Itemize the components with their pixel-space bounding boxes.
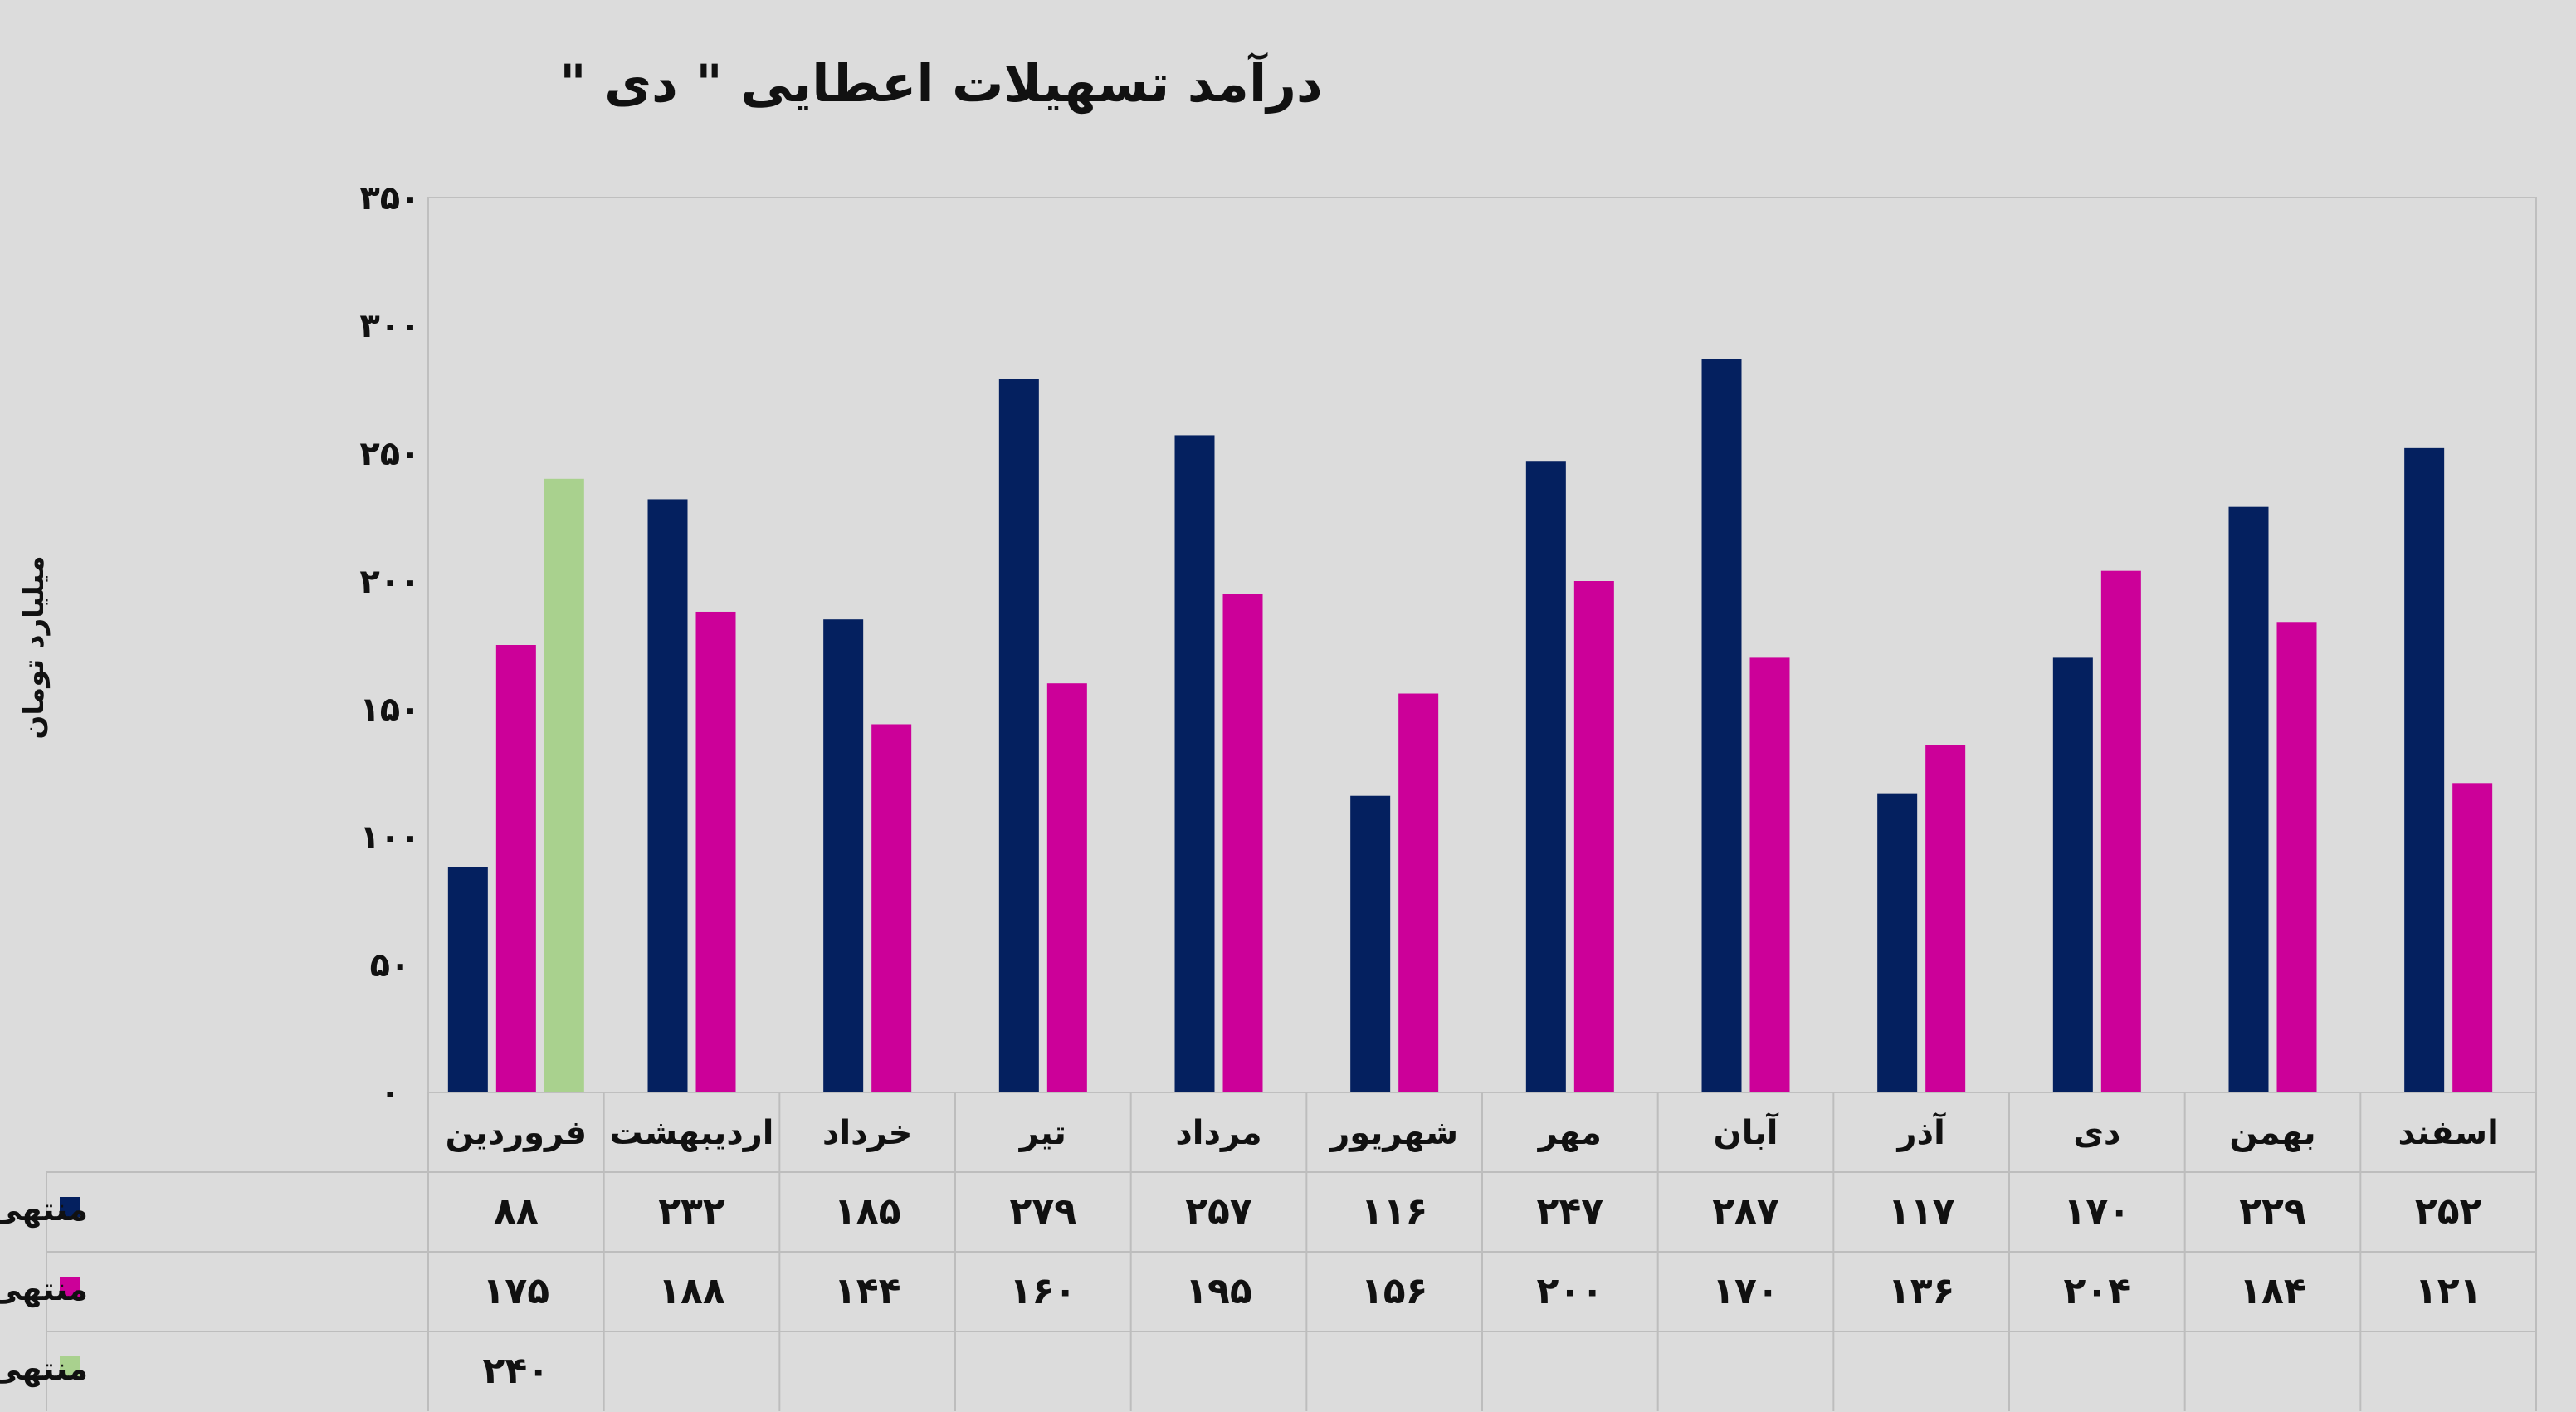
data-label-2-2: ۱۸۸ (658, 1270, 725, 1312)
data-label-2-11: ۱۸۴ (2239, 1270, 2306, 1312)
bar-2-8 (1749, 657, 1790, 1092)
y-tick-label: ۲۵۰ (359, 435, 420, 473)
bar-1-10 (2052, 657, 2093, 1092)
bar-1-5 (1174, 435, 1215, 1092)
data-label-1-2: ۲۳۲ (658, 1190, 725, 1233)
data-label-1-5: ۲۵۷ (1185, 1190, 1252, 1233)
legend-swatch-3 (60, 1356, 80, 1376)
bar-2-5 (1222, 594, 1263, 1092)
bar-2-7 (1573, 581, 1614, 1092)
bar-3-1 (544, 478, 584, 1092)
data-label-2-1: ۱۷۵ (483, 1270, 550, 1312)
bar-1-7 (1525, 461, 1566, 1092)
data-label-1-12: ۲۵۲ (2415, 1190, 2482, 1233)
bar-2-12 (2452, 783, 2493, 1092)
bar-2-1 (495, 645, 536, 1092)
data-label-2-5: ۱۹۵ (1185, 1270, 1252, 1312)
y-tick-label: ۵۰ (370, 946, 411, 984)
bar-2-3 (871, 724, 912, 1092)
y-tick-label: ۳۰۰ (359, 307, 420, 345)
plot-area: ۰ ۵۰ ۱۰۰ ۱۵۰ ۲۰۰ ۲۵۰ ۳۰۰ ۳۵۰ (359, 179, 2537, 1112)
bar-2-9 (1925, 745, 1966, 1092)
data-label-2-4: ۱۶۰ (1010, 1270, 1077, 1312)
data-label-2-12: ۱۲۱ (2415, 1270, 2482, 1312)
bar-1-11 (2228, 506, 2269, 1092)
legend-label-3: منتهی به اسفندماه ۱۴۰۳ (0, 1351, 88, 1387)
bar-1-4 (998, 379, 1039, 1092)
data-label-1-8: ۲۸۷ (1712, 1190, 1779, 1233)
bar-1-12 (2404, 447, 2445, 1092)
data-label-2-10: ۲۰۴ (2064, 1270, 2131, 1312)
y-tick-label: ۰ (380, 1074, 400, 1112)
bar-1-9 (1877, 793, 1918, 1092)
bar-2-11 (2276, 622, 2317, 1092)
legend-swatch-2 (60, 1277, 80, 1297)
data-label-2-6: ۱۵۶ (1361, 1270, 1428, 1312)
bar-2-6 (1398, 693, 1439, 1092)
x-tick-label: بهمن (2229, 1114, 2315, 1152)
bar-1-1 (447, 867, 488, 1092)
x-tick-label: خرداد (822, 1114, 912, 1152)
bar-1-2 (647, 499, 688, 1092)
x-tick-label: مهر (1537, 1114, 1602, 1152)
y-tick-label: ۲۰۰ (359, 563, 420, 601)
x-tick-label: آبان (1714, 1112, 1779, 1152)
x-tick-label: اسفند (2398, 1114, 2499, 1152)
data-label-2-8: ۱۷۰ (1712, 1270, 1779, 1312)
chart-title: درآمد تسهیلات اعطایی " دی " (559, 51, 1322, 114)
bar-2-10 (2100, 570, 2141, 1092)
y-axis-label: میلیارد تومان (17, 555, 51, 739)
data-label-3-1: ۲۴۰ (483, 1350, 550, 1392)
data-label-1-4: ۲۷۹ (1010, 1190, 1077, 1233)
data-label-2-9: ۱۳۶ (1888, 1270, 1955, 1312)
x-tick-label: تیر (1018, 1114, 1066, 1152)
x-tick-label: مرداد (1175, 1114, 1261, 1152)
y-tick-label: ۱۵۰ (359, 691, 420, 729)
x-tick-label: فروردین (446, 1114, 588, 1152)
bar-1-6 (1350, 795, 1391, 1092)
data-label-1-1: ۸۸ (494, 1190, 539, 1233)
plot-frame (427, 197, 2537, 1093)
x-tick-label: شهریور (1329, 1114, 1458, 1152)
data-label-2-7: ۲۰۰ (1537, 1270, 1604, 1312)
legend-label-2: منتهی به اسفندماه ۱۴۰۲ (0, 1271, 88, 1307)
data-table: فروردین اردیبهشت خرداد تیر مرداد شهریور مهر آبا… (0, 1092, 2537, 1411)
data-label-1-3: ۱۸۵ (834, 1190, 901, 1233)
x-tick-label: آذر (1896, 1112, 1947, 1152)
bar-1-8 (1701, 359, 1742, 1092)
bar-2-2 (695, 611, 736, 1092)
data-label-1-11: ۲۲۹ (2239, 1190, 2306, 1233)
data-label-1-10: ۱۷۰ (2064, 1190, 2131, 1233)
x-tick-label: اردیبهشت (609, 1114, 773, 1152)
data-label-1-7: ۲۴۷ (1537, 1190, 1604, 1233)
x-tick-label: دی (2073, 1114, 2120, 1152)
data-label-1-6: ۱۱۶ (1361, 1190, 1428, 1233)
data-label-2-3: ۱۴۴ (834, 1270, 901, 1312)
y-tick-label: ۱۰۰ (359, 818, 420, 857)
legend-swatch-1 (60, 1197, 80, 1217)
legend-label-1: منتهی به اسفندماه ۱۴۰۱ (0, 1191, 88, 1228)
bar-2-4 (1046, 683, 1087, 1092)
data-label-1-9: ۱۱۷ (1888, 1190, 1955, 1233)
y-tick-label: ۳۵۰ (359, 179, 420, 217)
bar-1-3 (823, 619, 864, 1092)
